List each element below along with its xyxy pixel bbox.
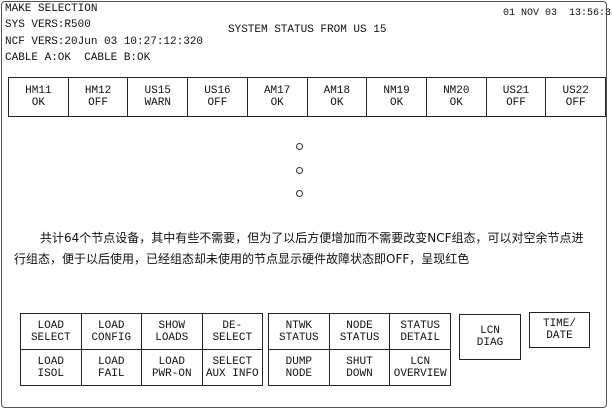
node-nm19[interactable]: NM19 OK <box>367 78 427 116</box>
button-label: AM18 <box>323 85 351 97</box>
node-us21[interactable]: US21 OFF <box>487 78 547 116</box>
button-label: LOAD <box>37 319 64 332</box>
button-label: LOAD <box>98 355 125 368</box>
page-title: SYSTEM STATUS FROM US 15 <box>228 24 387 36</box>
button-label: PWR-ON <box>151 367 192 380</box>
button-label: US15 <box>144 85 171 97</box>
lcn-overview-button[interactable]: LCN OVERVIEW <box>390 350 451 386</box>
load-button-group: LOAD SELECT LOAD CONFIG SHOW LOADS DE- SELECT LO… <box>20 313 263 386</box>
node-status-button[interactable]: NODE STATUS <box>329 314 391 350</box>
button-label: OFF <box>506 97 526 109</box>
node-am17[interactable]: AM17 OK <box>248 78 308 116</box>
make-selection-label: MAKE SELECTION <box>5 3 98 15</box>
button-label: AM17 <box>263 85 291 97</box>
shut-down-button[interactable]: SHUT DOWN <box>329 350 391 386</box>
lcn-diag-button[interactable]: LCN DIAG <box>459 314 521 360</box>
node-nm20[interactable]: NM20 OK <box>427 78 487 116</box>
node-us15[interactable]: US15 WARN <box>128 78 189 116</box>
button-label: LOADS <box>155 331 189 344</box>
button-label: DE- <box>222 319 243 332</box>
node-us22[interactable]: US22 OFF <box>546 78 605 116</box>
annotation-note: 共计64个节点设备，其中有些不需要，但为了以后方便增加而不需要改变NCF组态，可… <box>14 231 584 266</box>
button-label: NODE <box>285 367 313 380</box>
button-label: US22 <box>562 85 589 97</box>
node-am18[interactable]: AM18 OK <box>308 78 368 116</box>
button-label: OK <box>31 97 45 109</box>
load-isol-button[interactable]: LOAD ISOL <box>21 350 82 386</box>
button-label: LOAD <box>37 355 64 368</box>
ncf-vers: NCF VERS:20Jun 03 10:27:12:320 <box>5 36 204 48</box>
load-config-button[interactable]: LOAD CONFIG <box>81 314 142 350</box>
button-label: SHOW <box>158 319 185 332</box>
show-loads-button[interactable]: SHOW LOADS <box>142 314 203 350</box>
button-label: OFF <box>207 97 228 109</box>
load-pwr-on-button[interactable]: LOAD PWR-ON <box>142 350 203 386</box>
button-label: LCN <box>480 325 500 337</box>
ellipsis-dot <box>296 167 303 174</box>
ntwk-status-button[interactable]: NTWK STATUS <box>269 314 330 350</box>
status-detail-button[interactable]: STATUS DETAIL <box>390 314 451 350</box>
button-label: OVERVIEW <box>393 367 447 380</box>
select-aux-info-button[interactable]: SELECT AUX INFO <box>202 350 263 386</box>
button-label: OK <box>270 97 284 109</box>
button-label: US21 <box>502 85 530 97</box>
node-status-row: HM11 OK HM12 OFF US15 WARN US16 OFF AM17 OK AM18 OK… <box>8 77 606 117</box>
button-label: CONFIG <box>91 331 132 344</box>
button-label: DETAIL <box>400 331 440 344</box>
button-label: SELECT <box>30 331 71 344</box>
button-label: SELECT <box>212 355 253 368</box>
button-label: DIAG <box>476 337 504 349</box>
dump-node-button[interactable]: DUMP NODE <box>269 350 330 386</box>
button-label: OFF <box>88 97 108 109</box>
datetime: 01 NOV 03 13:56:32 <box>503 8 612 19</box>
button-label: FAIL <box>98 367 125 380</box>
button-label: STATUS <box>279 331 319 344</box>
button-label: DOWN <box>346 367 373 380</box>
button-label: OK <box>330 97 344 109</box>
button-label: TIME/ <box>542 318 576 330</box>
de-select-button[interactable]: DE- SELECT <box>202 314 263 350</box>
button-label: OK <box>449 97 463 109</box>
button-label: LOAD <box>98 319 125 332</box>
button-label: NTWK <box>285 319 313 332</box>
button-label: HM12 <box>84 85 112 97</box>
button-label: OFF <box>565 97 586 109</box>
button-label: SELECT <box>212 331 253 344</box>
button-label: HM11 <box>25 85 52 97</box>
button-label: NODE <box>346 319 373 332</box>
button-label: AUX INFO <box>205 367 259 380</box>
button-label: STATUS <box>339 331 380 344</box>
button-label: LCN <box>410 355 431 368</box>
button-label: DATE <box>546 330 573 342</box>
button-label: WARN <box>144 97 171 109</box>
status-button-group: NTWK STATUS NODE STATUS STATUS DETAIL DUMP NODE… <box>268 313 451 386</box>
time-date-button[interactable]: TIME/DATE <box>529 312 590 348</box>
button-label: STATUS <box>400 319 440 332</box>
node-us16[interactable]: US16 OFF <box>188 78 248 116</box>
sys-vers: SYS VERS:R500 <box>5 19 91 31</box>
ellipsis-dot <box>296 190 303 197</box>
button-label: NM20 <box>443 85 470 97</box>
button-label: US16 <box>204 85 231 97</box>
ellipsis-dot <box>296 143 303 150</box>
button-label: DUMP <box>285 355 313 368</box>
cable-status: CABLE A:OK CABLE B:OK <box>5 52 151 64</box>
button-label: ISOL <box>37 367 64 380</box>
load-select-button[interactable]: LOAD SELECT <box>21 314 82 350</box>
button-label: OK <box>389 97 404 109</box>
load-fail-button[interactable]: LOAD FAIL <box>81 350 142 386</box>
button-label: LOAD <box>158 355 185 368</box>
button-label: SHUT <box>346 355 373 368</box>
node-hm12[interactable]: HM12 OFF <box>69 78 129 116</box>
button-label: NM19 <box>383 85 410 97</box>
node-hm11[interactable]: HM11 OK <box>9 78 69 116</box>
